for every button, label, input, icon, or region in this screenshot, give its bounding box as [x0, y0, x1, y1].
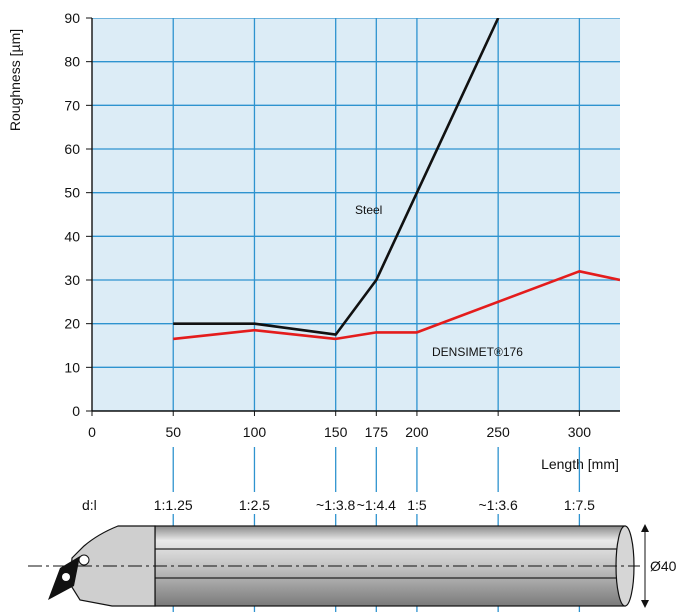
y-tick-label: 10	[64, 359, 80, 375]
series-label-steel: Steel	[355, 203, 382, 217]
plot-area	[92, 18, 620, 411]
densimet-line	[173, 269, 620, 341]
head-screw	[78, 554, 90, 566]
series-label-densimet: DENSIMET®176	[432, 345, 523, 359]
x-tick-label: 50	[165, 424, 181, 440]
x-tick-label: 250	[486, 424, 510, 440]
boring-bar-drawing: Ø40	[28, 524, 677, 608]
ratio-label: 1:5	[407, 497, 427, 513]
y-tick-label: 70	[64, 97, 80, 113]
y-axis-label: Roughness [µm]	[7, 29, 23, 131]
y-tick-label: 50	[64, 185, 80, 201]
y-tick-label: 60	[64, 141, 80, 157]
x-tick-label: 300	[568, 424, 592, 440]
x-tick-label: 150	[324, 424, 348, 440]
y-tick-label: 20	[64, 316, 80, 332]
x-tick-label: 0	[88, 424, 96, 440]
series	[173, 18, 620, 341]
x-tick-label: 175	[365, 424, 389, 440]
ratio-label: ~1:4.4	[357, 497, 397, 513]
tick-labels: 0 50 100 150 175 200 250 300 0 10 20 30 40 50 60 70 80 90	[64, 10, 591, 440]
ratio-header: d:l	[82, 497, 97, 513]
ratio-label: ~1:3.8	[316, 497, 356, 513]
y-tick-label: 80	[64, 54, 80, 70]
y-tick-label: 0	[72, 403, 80, 419]
ratio-label: ~1:3.6	[478, 497, 518, 513]
ratio-label: 1:7.5	[564, 497, 595, 513]
insert-screw	[62, 573, 70, 581]
diameter-label: Ø40	[650, 558, 677, 574]
x-tick-label: 100	[243, 424, 267, 440]
y-tick-label: 40	[64, 228, 80, 244]
x-tick-label: 200	[405, 424, 429, 440]
ratio-label: 1:1.25	[154, 497, 193, 513]
ratio-label: 1:2.5	[239, 497, 270, 513]
y-tick-label: 30	[64, 272, 80, 288]
steel-line	[173, 18, 500, 336]
axes	[86, 17, 620, 416]
y-tick-label: 90	[64, 10, 80, 26]
